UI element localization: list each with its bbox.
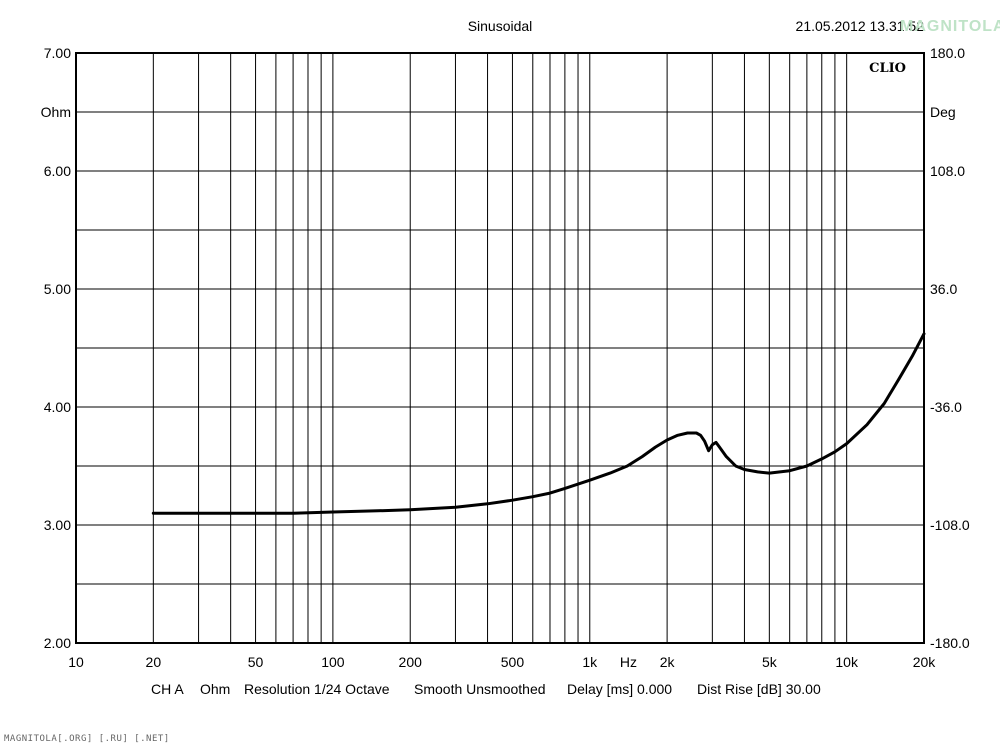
clio-brand: CLIO <box>869 61 906 76</box>
impedance-curve <box>151 332 926 515</box>
x-tick-label: 20 <box>146 654 162 670</box>
x-tick-label: 5k <box>762 654 778 670</box>
footer-smoothing: Smooth Unsmoothed <box>414 681 546 697</box>
x-tick-label: 2k <box>660 654 676 670</box>
footer-dist-rise: Dist Rise [dB] 30.00 <box>697 681 821 697</box>
footer-resolution: Resolution 1/24 Octave <box>244 681 390 697</box>
footer-watermark: MAGNITOLA[.ORG] [.RU] [.NET] <box>4 734 170 744</box>
x-tick-label: 50 <box>248 654 264 670</box>
x-tick-label: 10 <box>68 654 84 670</box>
x-tick-label: 10k <box>835 654 859 670</box>
x-tick-label: 1k <box>582 654 598 670</box>
y2-tick-label: 180.0 <box>930 45 965 61</box>
y-tick-label: 5.00 <box>44 281 71 297</box>
footer-unit: Ohm <box>200 681 230 697</box>
x-tick-label: 20k <box>913 654 937 670</box>
y2-tick-label: 36.0 <box>930 281 957 297</box>
y-tick-label: 2.00 <box>44 635 71 651</box>
timestamp: 21.05.2012 13.31.52 <box>796 18 925 34</box>
y2-axis-unit-label: Deg <box>930 104 956 120</box>
y2-tick-label: -36.0 <box>930 399 962 415</box>
x-tick-label: 200 <box>399 654 423 670</box>
y2-tick-label: -108.0 <box>930 517 970 533</box>
y-tick-label: 4.00 <box>44 399 71 415</box>
y2-axis-ticks: -180.0 -108.0 -36.0 36.0 108.0 180.0 <box>930 45 970 651</box>
y-tick-label: 3.00 <box>44 517 71 533</box>
chart-title: Sinusoidal <box>468 18 533 34</box>
x-axis-unit-label: Hz <box>620 654 637 670</box>
plot-frame <box>75 52 925 644</box>
y2-tick-label: 108.0 <box>930 163 965 179</box>
magnitola-logo-watermark: MAGNITOLA <box>900 18 1000 35</box>
x-axis-ticks: 10 20 50 100 200 500 1k 2k 5k 10k 20k <box>68 654 936 670</box>
footer-delay: Delay [ms] 0.000 <box>567 681 672 697</box>
y-tick-label: 6.00 <box>44 163 71 179</box>
grid-lines <box>76 53 924 643</box>
y-tick-label: 7.00 <box>44 45 71 61</box>
y-axis-unit-label: Ohm <box>41 104 71 120</box>
y-axis-ticks: 2.00 3.00 4.00 5.00 6.00 7.00 <box>44 45 71 651</box>
x-tick-label: 100 <box>321 654 345 670</box>
x-tick-label: 500 <box>501 654 525 670</box>
footer-channel: CH A <box>151 681 184 697</box>
y2-tick-label: -180.0 <box>930 635 970 651</box>
